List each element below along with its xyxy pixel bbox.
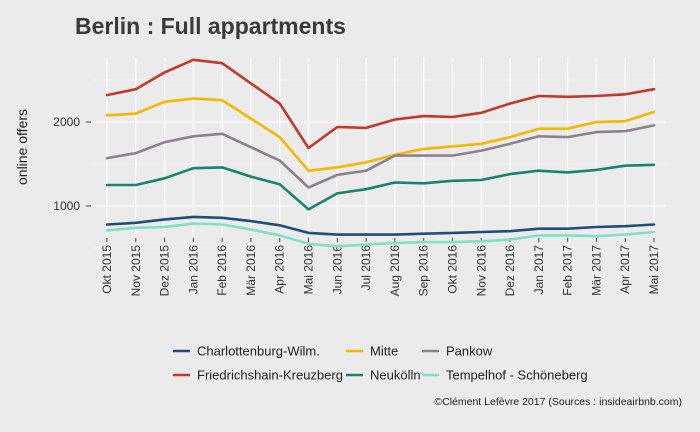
- source-caption: ©Clément Lefèvre 2017 (Sources : insidea…: [434, 396, 682, 408]
- x-tick-label: Mai 2016: [302, 245, 316, 295]
- chart-title: Berlin : Full appartments: [75, 13, 346, 39]
- x-tick-label: Aug 2016: [388, 245, 402, 297]
- legend-label: Mitte: [370, 344, 398, 359]
- x-tick-label: Mär 2017: [589, 245, 603, 296]
- x-axis-ticks: Okt 2015 Nov 2015 Dez 2015 Jan 2016 Feb 2016…: [100, 238, 661, 296]
- x-tick-label: Apr 2017: [618, 245, 632, 294]
- x-tick-label: Nov 2016: [474, 245, 488, 297]
- y-tick-label: 1000: [53, 199, 80, 213]
- x-tick-label: Jul 2016: [359, 245, 373, 291]
- series-line: [105, 222, 656, 248]
- x-tick-label: Mai 2017: [647, 245, 661, 295]
- x-tick-label: Sep 2016: [417, 245, 431, 297]
- series-line: [105, 97, 656, 172]
- x-tick-label: Okt 2015: [100, 245, 114, 294]
- y-axis-label: online offers: [14, 109, 30, 185]
- series-lines: [105, 58, 656, 248]
- legend-label: Charlottenburg-Wilm.: [197, 344, 320, 359]
- legend-label: Pankow: [446, 344, 493, 359]
- x-tick-label: Mär 2016: [244, 245, 258, 296]
- legend: Charlottenburg-Wilm. Mitte Pankow Friedrich…: [173, 344, 588, 383]
- plot-panel: [93, 58, 666, 236]
- y-axis-ticks: 1000 2000: [53, 115, 91, 213]
- series-line: [105, 58, 656, 150]
- x-tick-label: Dez 2015: [158, 245, 172, 297]
- legend-label: Neukölln: [370, 368, 421, 383]
- series-line: [105, 124, 656, 189]
- x-tick-label: Jan 2017: [532, 245, 546, 295]
- x-tick-label: Jan 2016: [186, 245, 200, 295]
- y-tick-label: 2000: [53, 115, 80, 129]
- series-line: [105, 163, 656, 211]
- series-line: [105, 215, 656, 236]
- x-tick-label: Apr 2016: [273, 245, 287, 294]
- x-tick-label: Feb 2017: [561, 245, 575, 296]
- legend-label: Tempelhof - Schöneberg: [446, 368, 588, 383]
- x-tick-label: Okt 2016: [445, 245, 459, 294]
- x-tick-label: Feb 2016: [215, 245, 229, 296]
- x-tick-label: Jun 2016: [330, 245, 344, 295]
- x-tick-label: Dez 2016: [503, 245, 517, 297]
- legend-label: Friedrichshain-Kreuzberg: [197, 368, 343, 383]
- x-tick-label: Nov 2015: [129, 245, 143, 297]
